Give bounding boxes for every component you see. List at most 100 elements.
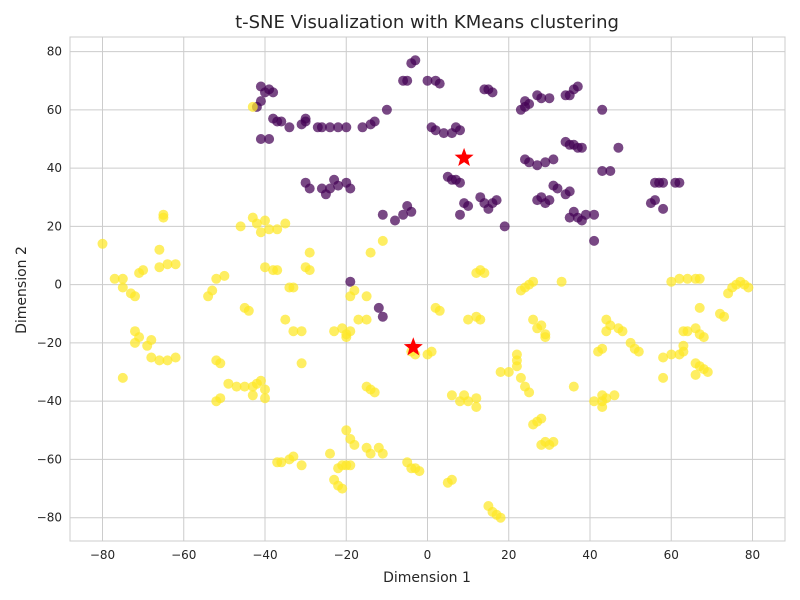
- data-point-cluster-0: [333, 180, 344, 191]
- data-point-cluster-0: [304, 183, 315, 194]
- x-axis-label: Dimension 1: [383, 570, 471, 586]
- data-point-cluster-1: [511, 361, 522, 372]
- data-point-cluster-0: [532, 160, 543, 171]
- data-point-cluster-1: [296, 460, 307, 471]
- data-point-cluster-1: [471, 393, 482, 404]
- data-point-cluster-1: [353, 314, 364, 325]
- data-point-cluster-0: [544, 195, 555, 206]
- data-point-cluster-0: [434, 78, 445, 89]
- data-point-cluster-1: [361, 314, 372, 325]
- y-tick-label: 80: [47, 45, 62, 59]
- data-point-cluster-1: [219, 270, 230, 281]
- data-point-cluster-1: [361, 291, 372, 302]
- data-point-cluster-1: [146, 352, 157, 363]
- y-tick-label: −60: [37, 452, 62, 466]
- data-point-cluster-0: [524, 157, 535, 168]
- data-point-cluster-0: [410, 55, 421, 66]
- data-point-cluster-0: [390, 215, 400, 226]
- data-point-cluster-1: [597, 402, 608, 412]
- data-point-cluster-1: [304, 265, 315, 276]
- data-point-cluster-1: [247, 101, 258, 112]
- data-point-cluster-1: [365, 247, 376, 258]
- centroid-star-marker: [403, 337, 423, 356]
- data-point-cluster-1: [345, 326, 356, 337]
- y-tick-label: 60: [47, 103, 62, 117]
- data-point-cluster-1: [329, 326, 340, 337]
- data-point-cluster-1: [260, 384, 270, 395]
- data-point-cluster-1: [426, 346, 437, 357]
- data-point-cluster-1: [365, 448, 376, 459]
- data-point-cluster-0: [316, 122, 327, 133]
- data-point-cluster-0: [345, 183, 356, 194]
- data-point-cluster-1: [658, 372, 669, 383]
- data-point-cluster-0: [589, 235, 600, 246]
- data-point-cluster-1: [682, 273, 693, 284]
- data-point-cluster-1: [633, 346, 644, 357]
- data-point-cluster-0: [455, 125, 465, 136]
- data-point-cluster-1: [154, 355, 165, 366]
- x-tick-label: −40: [252, 548, 277, 562]
- data-point-cluster-0: [276, 116, 287, 127]
- data-point-cluster-1: [377, 235, 388, 246]
- data-point-cluster-1: [674, 273, 685, 284]
- data-point-cluster-1: [162, 355, 173, 366]
- data-point-cluster-0: [377, 311, 388, 322]
- centroids: [403, 147, 474, 356]
- data-point-cluster-1: [743, 282, 754, 293]
- chart-title: t-SNE Visualization with KMeans clusteri…: [235, 12, 619, 33]
- data-point-cluster-1: [280, 314, 291, 325]
- data-point-cluster-1: [515, 372, 526, 383]
- x-tick-label: −80: [90, 548, 115, 562]
- data-point-cluster-1: [434, 305, 445, 316]
- data-point-cluster-1: [719, 311, 730, 322]
- data-point-cluster-1: [528, 314, 539, 325]
- data-point-cluster-1: [536, 320, 547, 331]
- data-point-cluster-1: [601, 326, 612, 337]
- data-point-cluster-1: [304, 247, 315, 258]
- data-point-cluster-1: [260, 215, 270, 226]
- data-point-cluster-1: [597, 343, 608, 354]
- data-point-cluster-1: [280, 218, 291, 229]
- data-point-cluster-1: [154, 244, 165, 255]
- data-point-cluster-1: [162, 259, 173, 270]
- data-point-cluster-1: [272, 265, 283, 276]
- data-point-cluster-0: [613, 142, 624, 153]
- data-point-cluster-1: [556, 276, 567, 287]
- data-point-cluster-0: [524, 99, 535, 109]
- data-point-cluster-1: [682, 326, 693, 337]
- x-tick-label: −20: [334, 548, 359, 562]
- data-point-cluster-0: [674, 177, 685, 188]
- data-point-cluster-1: [325, 448, 335, 459]
- data-point-cluster-1: [223, 378, 234, 389]
- data-point-cluster-0: [499, 221, 510, 232]
- data-point-cluster-1: [536, 439, 547, 450]
- data-point-cluster-1: [243, 305, 254, 316]
- data-point-cluster-1: [247, 390, 258, 401]
- x-tick-label: 0: [424, 548, 432, 562]
- data-point-cluster-0: [402, 75, 413, 86]
- data-point-cluster-0: [455, 177, 465, 188]
- data-point-cluster-1: [170, 259, 181, 270]
- data-point-cluster-0: [438, 128, 449, 139]
- data-point-cluster-0: [369, 116, 380, 127]
- data-point-cluster-1: [471, 402, 482, 412]
- data-point-cluster-1: [276, 457, 287, 468]
- data-point-cluster-0: [402, 201, 413, 211]
- data-point-cluster-0: [398, 209, 409, 220]
- data-point-cluster-1: [239, 381, 250, 392]
- data-point-cluster-1: [117, 282, 128, 293]
- data-point-cluster-1: [414, 466, 425, 477]
- x-tick-label: 40: [582, 548, 597, 562]
- data-point-cluster-0: [268, 87, 279, 98]
- data-point-cluster-1: [207, 285, 218, 296]
- data-point-cluster-1: [296, 326, 307, 337]
- data-point-cluster-1: [540, 332, 551, 343]
- data-point-cluster-1: [158, 212, 169, 223]
- data-point-cluster-1: [524, 387, 535, 398]
- data-point-cluster-0: [564, 186, 575, 197]
- data-point-cluster-1: [666, 349, 677, 360]
- data-point-cluster-0: [580, 209, 591, 220]
- data-point-cluster-1: [666, 276, 677, 287]
